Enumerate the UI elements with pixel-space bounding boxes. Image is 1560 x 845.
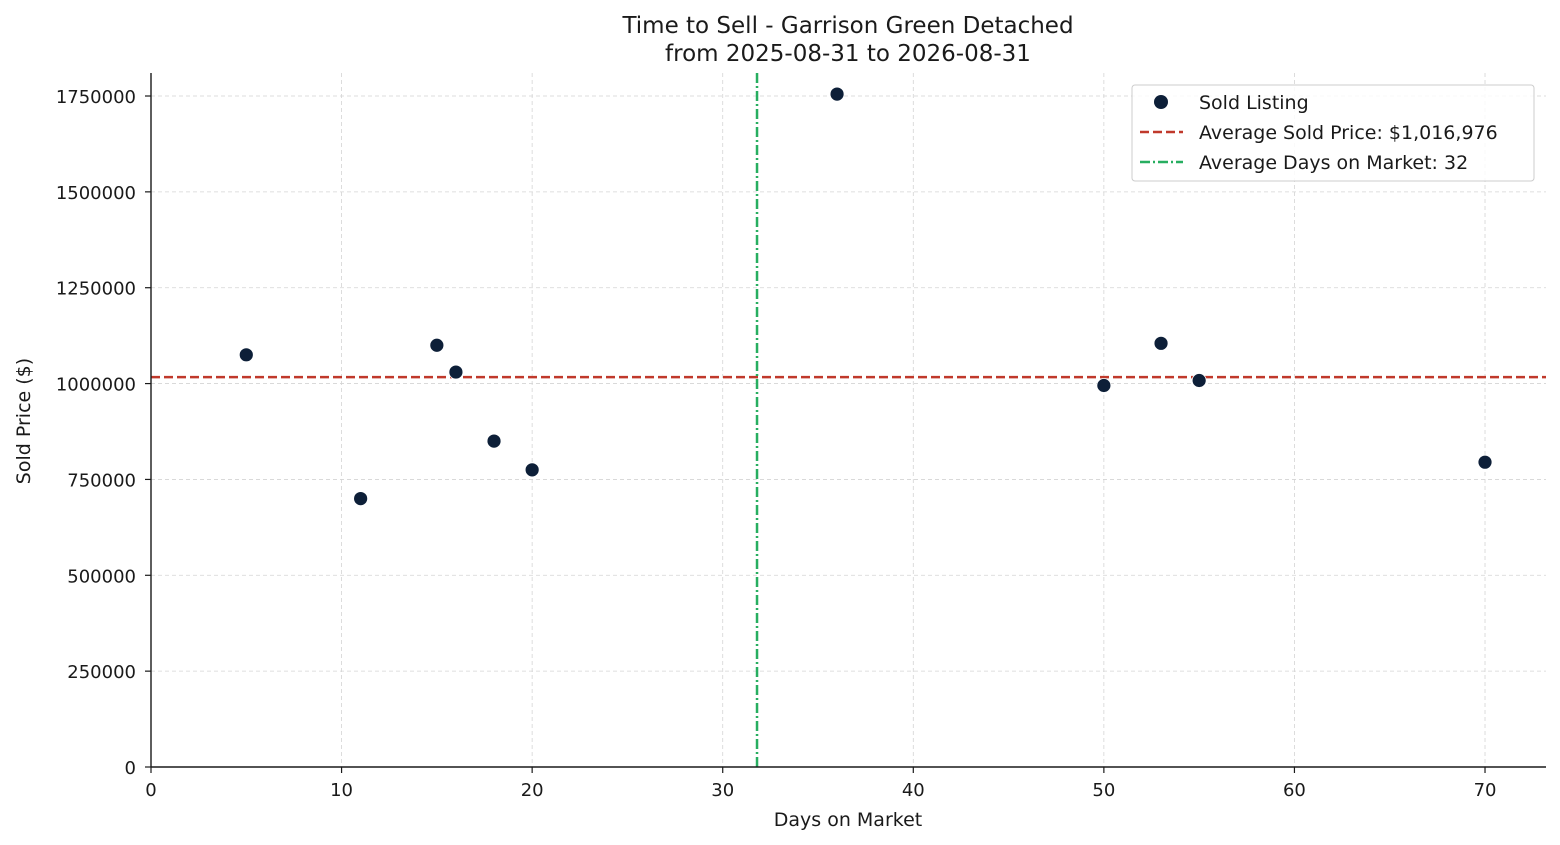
y-tick-label: 1000000 bbox=[56, 375, 136, 396]
legend-frame bbox=[1131, 84, 1535, 182]
x-tick-label: 70 bbox=[1474, 780, 1497, 801]
data-point bbox=[1477, 454, 1493, 470]
y-tick-label: 1250000 bbox=[56, 279, 136, 300]
data-point bbox=[238, 347, 254, 363]
y-tick-label: 250000 bbox=[67, 662, 136, 683]
y-tick-label: 1750000 bbox=[56, 87, 136, 108]
data-point bbox=[486, 433, 502, 449]
y-tick-labels: 0 250000 500000 750000 1000000 1250000 1500000… bbox=[56, 87, 136, 779]
chart-subtitle: from 2025-08-31 to 2026-08-31 bbox=[665, 41, 1031, 67]
x-tick-label: 20 bbox=[521, 780, 544, 801]
legend-label-average-price: Average Sold Price: $1,016,976 bbox=[1199, 122, 1498, 144]
legend-marker-sold-listing bbox=[1154, 95, 1168, 109]
data-point bbox=[448, 364, 464, 380]
data-point bbox=[1191, 373, 1207, 388]
x-tick-label: 30 bbox=[711, 780, 734, 801]
x-tick-label: 40 bbox=[902, 780, 925, 801]
x-tick-label: 60 bbox=[1283, 780, 1306, 801]
axes bbox=[145, 73, 1546, 773]
data-point bbox=[1153, 335, 1169, 351]
data-point bbox=[524, 462, 540, 478]
data-point bbox=[829, 86, 845, 102]
legend-label-average-days: Average Days on Market: 32 bbox=[1199, 152, 1468, 174]
data-point bbox=[353, 491, 369, 507]
data-point bbox=[1096, 378, 1112, 393]
x-tick-label: 50 bbox=[1092, 780, 1115, 801]
data-points bbox=[238, 86, 1493, 507]
x-tick-label: 0 bbox=[145, 780, 156, 801]
legend-label-sold-listing: Sold Listing bbox=[1199, 92, 1309, 114]
legend: Sold Listing Average Sold Price: $1,016,… bbox=[1131, 84, 1535, 182]
y-tick-label: 0 bbox=[125, 758, 136, 779]
y-tick-label: 1500000 bbox=[56, 183, 136, 204]
x-axis-label: Days on Market bbox=[774, 809, 922, 831]
reference-lines bbox=[151, 73, 1546, 767]
y-tick-label: 750000 bbox=[67, 470, 136, 491]
chart-title: Time to Sell - Garrison Green Detached bbox=[621, 13, 1073, 39]
data-point bbox=[429, 337, 445, 353]
x-tick-label: 10 bbox=[330, 780, 353, 801]
y-tick-label: 500000 bbox=[67, 566, 136, 587]
x-tick-labels: 0 10 20 30 40 50 60 70 bbox=[145, 780, 1496, 801]
y-axis-label: Sold Price ($) bbox=[13, 358, 35, 484]
